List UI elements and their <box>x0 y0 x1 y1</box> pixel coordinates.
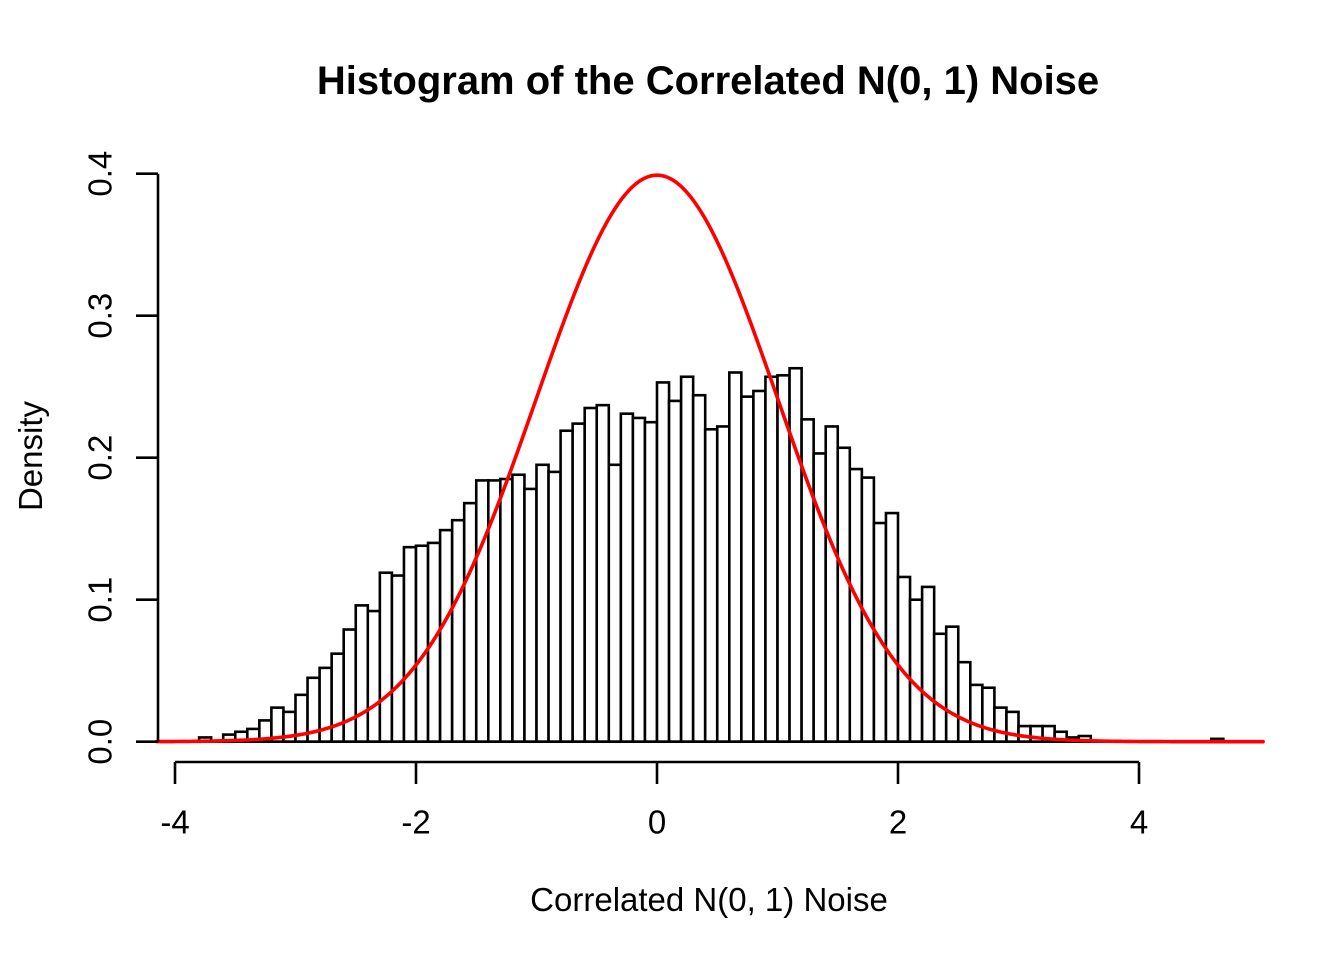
normal-density-curve <box>155 173 1265 744</box>
histogram-bar <box>896 575 912 743</box>
histogram-bar <box>944 625 960 743</box>
chart-title: Histogram of the Correlated N(0, 1) Nois… <box>316 59 1100 103</box>
histogram-bar <box>679 375 695 744</box>
x-tick-label: 0 <box>648 804 666 841</box>
histogram-bar <box>655 381 671 744</box>
histogram-bar <box>390 574 406 743</box>
histogram-bar <box>993 706 1008 743</box>
histogram-bar <box>908 598 924 744</box>
histogram-bar <box>511 473 526 743</box>
histogram-bar <box>330 652 345 743</box>
histogram-bar <box>535 463 550 743</box>
histogram-bar <box>450 518 466 743</box>
histogram-bar <box>619 412 635 743</box>
histogram-bar <box>788 366 803 743</box>
histogram-bar <box>643 420 659 744</box>
histogram-bar <box>740 395 755 744</box>
y-axis-label: Density <box>12 400 49 512</box>
histogram-bar <box>727 371 743 744</box>
histogram-bar <box>342 628 358 744</box>
histogram-bar <box>968 683 984 744</box>
y-tick-label: 0.0 <box>82 719 119 765</box>
histogram-bar <box>920 585 936 743</box>
histogram-bar <box>366 609 382 743</box>
histogram-bar <box>715 425 731 743</box>
x-tick-label: -4 <box>160 804 189 841</box>
histogram-bar <box>824 425 840 743</box>
histogram-bar <box>571 422 587 743</box>
histogram-bar <box>354 604 370 744</box>
histogram-bar <box>414 544 430 743</box>
histogram-bar <box>547 470 562 743</box>
histogram-bar <box>752 389 767 743</box>
x-tick-label: -2 <box>401 804 430 841</box>
histogram-bar <box>438 528 454 743</box>
histogram-bar <box>583 406 599 744</box>
x-tick-label: 2 <box>889 804 907 841</box>
histogram-bar <box>559 429 574 744</box>
histogram-bar <box>378 571 394 743</box>
histogram-bar <box>932 632 948 744</box>
histogram-bar <box>402 545 418 743</box>
histogram-bar <box>1005 710 1020 744</box>
histogram-bar <box>595 403 611 744</box>
x-axis-label: Correlated N(0, 1) Noise <box>530 881 888 918</box>
histogram-bar <box>812 452 828 744</box>
histogram-bar <box>691 393 707 744</box>
y-tick-label: 0.3 <box>82 293 119 339</box>
histogram-bar <box>981 686 996 743</box>
histogram-bar <box>607 463 623 743</box>
y-tick-label: 0.1 <box>82 577 119 623</box>
x-tick-label: 4 <box>1130 804 1148 841</box>
histogram-bar <box>836 446 852 744</box>
histogram-bar <box>667 399 683 743</box>
histogram-bar <box>523 487 538 743</box>
histogram-bar <box>764 375 779 744</box>
y-tick-label: 0.2 <box>82 435 119 481</box>
histogram-bar <box>703 427 719 743</box>
histogram-bar <box>462 501 478 744</box>
histogram-bar <box>499 477 514 744</box>
histogram-bar <box>474 479 490 744</box>
histogram-bar <box>631 416 647 744</box>
histogram-bar <box>486 479 502 744</box>
histogram-bar <box>884 511 900 744</box>
histogram-bar <box>956 660 972 743</box>
y-tick-label: 0.4 <box>82 151 119 197</box>
